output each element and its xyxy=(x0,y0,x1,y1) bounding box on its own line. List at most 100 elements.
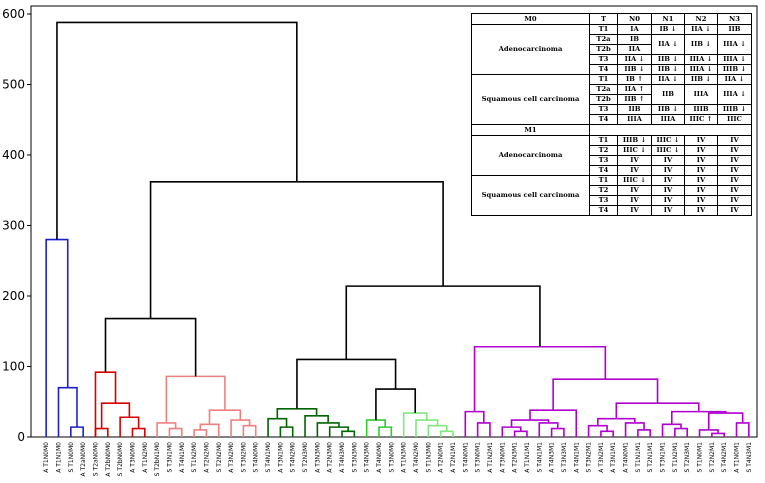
dendrogram-link xyxy=(637,429,652,437)
table-cell: T4 xyxy=(589,64,618,75)
leaf-labels: A T1N0M0 A T1N1M0 S T1N0M0 A T2aN0M0 S T2aN0… xyxy=(43,442,753,477)
dendrogram-link xyxy=(279,426,294,437)
table-cell: IV xyxy=(684,145,718,156)
y-tick-label: 600 xyxy=(2,7,25,21)
dendrogram-link xyxy=(193,429,208,437)
dendrogram-link xyxy=(57,386,78,437)
dendrogram-link xyxy=(439,430,454,437)
col-header-n2: N2 xyxy=(684,13,718,25)
table-cell: IIIC ↓ xyxy=(651,145,685,156)
table-cell: IIA ↓ xyxy=(651,74,685,85)
leaf-label: A T3N3M0 xyxy=(314,442,321,473)
table-cell: IIIC ↓ xyxy=(617,145,652,156)
table-cell: IV xyxy=(684,175,718,186)
table-cell: IIIB ↓ xyxy=(617,135,652,146)
leaf-label: A T3N0M0 xyxy=(129,442,136,473)
dendrogram-link xyxy=(94,371,117,437)
group-label: Squamous cell carcinoma xyxy=(471,74,590,125)
table-cell: T2a xyxy=(589,34,618,45)
table-cell: T1 xyxy=(589,175,618,186)
table-row: T2a IB IIA ↓ IIB ↓ IIIA ↓ xyxy=(472,34,752,55)
table-cell: IV xyxy=(684,195,718,206)
leaf-label: A T2N2M0 xyxy=(203,442,210,473)
table-row: T4 IV IV IV IV xyxy=(472,205,752,216)
leaf-label: A T3N0M1 xyxy=(499,442,506,473)
y-tick-label: 100 xyxy=(2,360,25,374)
dendrogram-link xyxy=(56,21,298,240)
leaf-label: A T4N1M0 xyxy=(179,442,186,473)
dendrogram-link xyxy=(100,402,131,429)
dendrogram-link xyxy=(464,410,485,437)
table-cell: IIIA xyxy=(617,114,652,125)
dendrogram-branches xyxy=(45,21,750,437)
leaf-label: A T3N2M1 xyxy=(598,442,605,473)
group-label: Adenocarcinoma xyxy=(471,24,590,75)
leaf-label: A T1N2M1 xyxy=(487,442,494,473)
table-cell: IIIA ↓ xyxy=(684,64,718,75)
dendrogram-link xyxy=(711,432,725,437)
leaf-label: A T2N3M0 xyxy=(327,442,334,473)
leaf-label: S T3N0M0 xyxy=(388,442,395,473)
table-cell: IV xyxy=(684,205,718,216)
table-cell: T3 xyxy=(589,155,618,166)
table-cell: IV xyxy=(617,185,652,196)
dendrogram-link xyxy=(378,426,393,437)
dendrogram-link xyxy=(208,409,242,425)
table-cell: T2a xyxy=(589,84,618,95)
staging-table: M0 T N0 N1 N2 N3 Adenocarcinoma T1 IA IB… xyxy=(471,13,752,216)
dendrogram-link xyxy=(345,285,541,360)
leaf-label: A T2bN0M0 xyxy=(105,442,112,477)
leaf-label: S T4N2M0 xyxy=(290,442,297,473)
table-cell: IV xyxy=(617,195,652,206)
table-row: Adenocarcinoma T1 IA IB ↓ IIA ↓ IIB xyxy=(471,24,752,75)
table-cell: IIIB ↓ xyxy=(717,64,752,75)
leaf-label: S T3N2M0 xyxy=(240,442,247,473)
dendrogram-link xyxy=(165,375,226,423)
leaf-label: A T4N2M0 xyxy=(413,442,420,473)
dendrogram-link xyxy=(230,419,251,437)
table-cell: T1 xyxy=(589,74,618,85)
table-cell: IIA ↓ xyxy=(617,54,652,65)
leaf-label: S T1N2M0 xyxy=(191,442,198,473)
table-cell: IV xyxy=(684,155,718,166)
col-header-t: T xyxy=(589,13,618,25)
table-cell: T1 xyxy=(589,24,618,35)
leaf-label: A T3N2M0 xyxy=(228,442,235,473)
y-axis: 0 100 200 300 400 500 600 xyxy=(2,5,758,444)
table-cell: T3 xyxy=(589,54,618,65)
dendrogram-link xyxy=(538,422,559,437)
dendrogram-link xyxy=(156,422,177,437)
leaf-label: S T1N3M0 xyxy=(425,442,432,473)
table-cell: IIB xyxy=(651,84,685,105)
table-cell: IIIB xyxy=(684,104,718,115)
leaf-label: S T2bN0M0 xyxy=(117,442,124,476)
col-header-n3: N3 xyxy=(717,13,752,25)
leaf-label: A T2aN0M0 xyxy=(80,442,87,477)
leaf-label: A T3N1M1 xyxy=(610,442,617,473)
table-cell: IIIB ↓ xyxy=(717,104,752,115)
leaf-label: A T4N3M0 xyxy=(339,442,346,473)
table-cell: IIA ↑ xyxy=(617,84,652,95)
table-cell: IB ↓ xyxy=(651,24,685,35)
table-cell: IV xyxy=(651,195,685,206)
table-cell: IIB xyxy=(717,24,752,35)
leaf-label: A T1N1M1 xyxy=(524,442,531,473)
table-cell: IV xyxy=(651,165,685,176)
dendrogram-link xyxy=(735,422,750,437)
table-cell: IV xyxy=(684,185,718,196)
dendrogram-link xyxy=(415,419,439,437)
leaf-label: S T4N3M0 xyxy=(364,442,371,473)
m0-header: M0 xyxy=(471,13,590,25)
leaf-label: S T2N3M0 xyxy=(302,442,309,473)
plot-frame xyxy=(30,5,758,438)
leaf-label: S T4N2M1 xyxy=(721,442,728,473)
dendrogram-link xyxy=(149,180,444,319)
leaf-label: S T3N1M1 xyxy=(660,442,667,473)
dendrogram-link xyxy=(661,423,682,437)
table-cell: IIIA xyxy=(684,84,718,105)
leaf-label: S T2N2M0 xyxy=(216,442,223,473)
table-cell: IIB ↑ xyxy=(617,94,652,105)
leaf-label: A T4N0M0 xyxy=(376,442,383,473)
leaf-label: S T2N2M1 xyxy=(709,442,716,473)
